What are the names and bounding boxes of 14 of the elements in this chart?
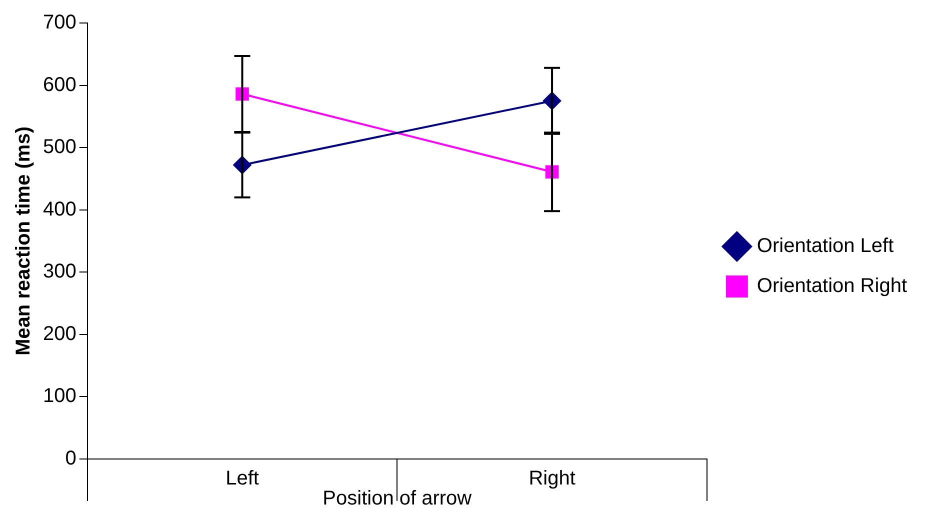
y-tick-label: 600 [42,74,76,96]
y-tick-label: 100 [42,385,76,408]
legend-label: Orientation Left [756,235,894,258]
x-axis-title: Position of arrow [322,488,472,510]
y-tick-label: 300 [42,260,76,283]
y-tick-label: 700 [42,12,76,34]
legend-label: Orientation Right [756,275,908,298]
y-axis-title: Mean reaction time (ms) [12,126,35,356]
y-tick-label: 200 [42,322,76,345]
y-tick-label: 500 [42,136,76,158]
y-tick-label: 0 [65,448,76,470]
x-tick-label: Right [528,468,576,490]
x-tick-label: Left [226,468,260,490]
y-tick-label: 400 [42,198,76,220]
